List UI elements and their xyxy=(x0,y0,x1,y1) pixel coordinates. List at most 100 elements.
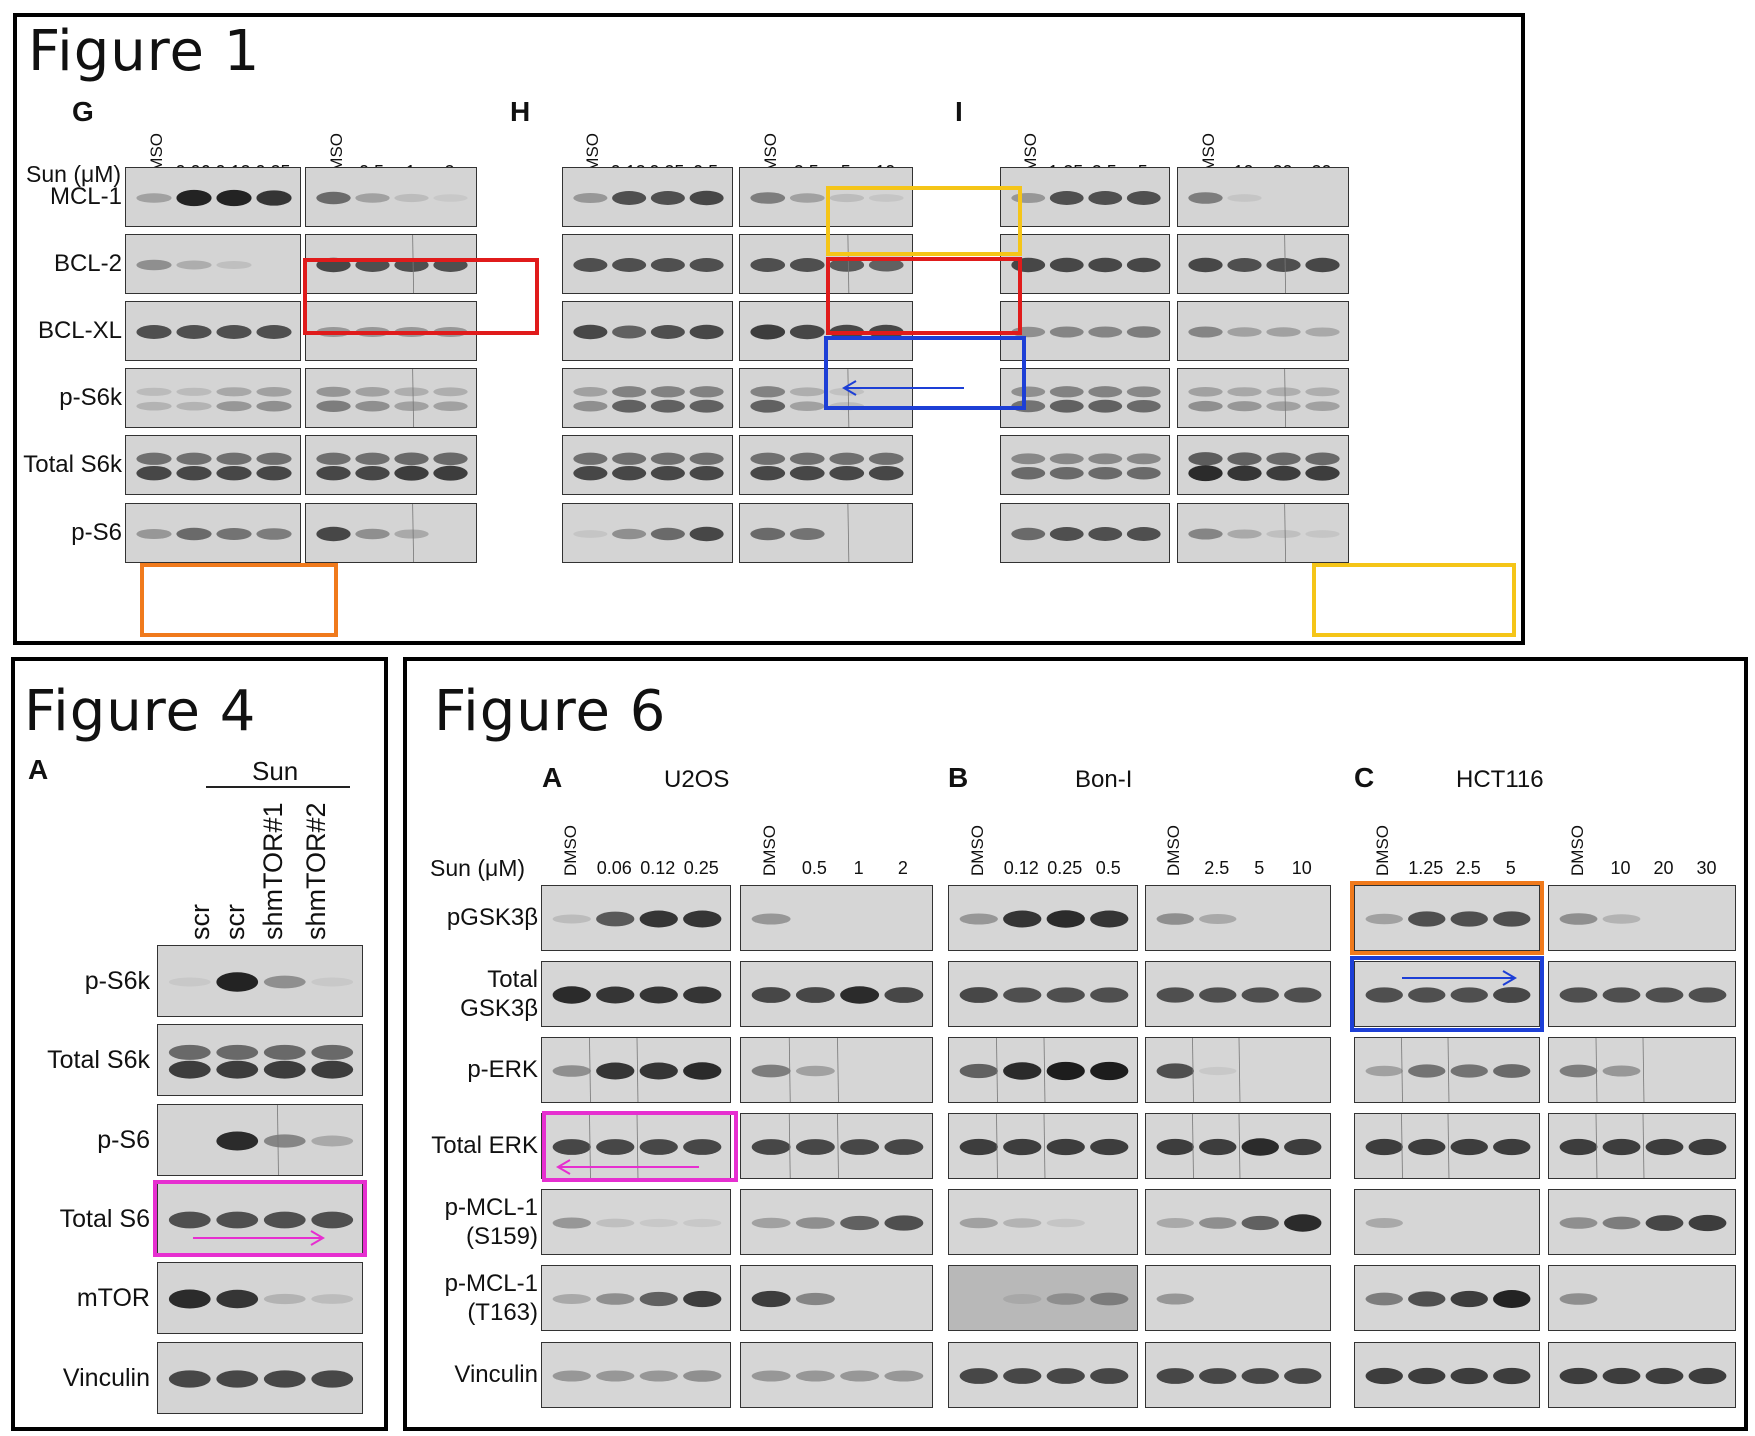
figure-6-dmso-label: DMSO xyxy=(760,825,780,876)
figure-4-row-label: p-S6k xyxy=(84,967,150,995)
band xyxy=(1199,1368,1237,1384)
band xyxy=(1011,257,1046,273)
band xyxy=(750,399,786,413)
band xyxy=(1493,1367,1531,1385)
figure-1-blot xyxy=(305,503,477,563)
figure-6-blot xyxy=(740,1113,933,1179)
band xyxy=(1266,401,1301,411)
figure-6-panel-letter: C xyxy=(1354,762,1375,793)
band xyxy=(1011,400,1046,413)
band xyxy=(1227,401,1262,412)
figure-4-lane-label: shmTOR#2 xyxy=(301,802,331,940)
band xyxy=(433,387,468,397)
band xyxy=(596,911,635,927)
figure-6-row-label: p-MCL-1 (S159) xyxy=(445,1193,538,1251)
band xyxy=(1559,913,1598,925)
band xyxy=(829,466,865,481)
band xyxy=(1688,1214,1727,1232)
figure-6-blot xyxy=(1548,961,1736,1027)
band xyxy=(596,1370,635,1382)
band xyxy=(1493,987,1531,1003)
figure-1-blot xyxy=(125,435,301,495)
band xyxy=(1559,1138,1598,1156)
band xyxy=(216,1370,259,1388)
band xyxy=(959,913,998,925)
band xyxy=(650,527,685,541)
band xyxy=(639,1370,678,1382)
band xyxy=(959,1063,998,1079)
band xyxy=(1493,911,1531,927)
band xyxy=(639,1291,678,1307)
band xyxy=(573,387,608,397)
band xyxy=(216,261,252,269)
band xyxy=(689,399,724,413)
band xyxy=(1126,386,1161,398)
band xyxy=(789,452,825,465)
figure-1-blot xyxy=(305,167,477,227)
band xyxy=(1126,453,1161,465)
figure-6-cell-line: HCT116 xyxy=(1456,766,1544,793)
figure-6-panel-letter: A xyxy=(542,762,563,793)
band xyxy=(683,986,722,1004)
figure-1-blot xyxy=(562,301,733,361)
band xyxy=(1305,401,1340,411)
figure-1-frame xyxy=(13,13,1525,645)
band xyxy=(1602,1138,1641,1156)
band xyxy=(1188,452,1223,466)
band xyxy=(868,452,904,465)
band xyxy=(1156,1368,1194,1384)
figure-1-blot xyxy=(739,301,913,361)
figure-6-row-label-line: p-MCL-1 xyxy=(444,1270,538,1297)
band xyxy=(751,913,791,925)
band xyxy=(683,1218,722,1228)
figure-4-lane-label: scr xyxy=(220,904,250,940)
band xyxy=(136,466,172,481)
figure-6-dose-value: 20 xyxy=(1653,858,1674,878)
figure-6-dose-value: 0.12 xyxy=(1003,858,1039,878)
band xyxy=(1450,987,1488,1003)
band xyxy=(1003,1218,1042,1228)
band xyxy=(612,466,647,481)
band xyxy=(1049,386,1084,398)
band xyxy=(1408,911,1446,927)
band xyxy=(1126,257,1161,273)
band xyxy=(1090,910,1129,928)
figure-6-blot xyxy=(1548,1189,1736,1255)
figure-6-blot xyxy=(541,1342,731,1408)
band xyxy=(552,1293,591,1305)
band xyxy=(1408,1138,1446,1156)
band xyxy=(689,386,724,398)
band xyxy=(316,326,351,338)
band xyxy=(1645,1367,1684,1385)
band xyxy=(1049,257,1084,273)
band xyxy=(959,987,998,1003)
band xyxy=(1450,1064,1488,1078)
band xyxy=(1126,527,1161,541)
figure-6-blot xyxy=(740,961,933,1027)
figure-6-blot xyxy=(541,1189,731,1255)
band xyxy=(650,452,685,465)
band xyxy=(751,1217,791,1229)
band xyxy=(639,986,678,1004)
figure-6-blot xyxy=(1145,961,1331,1027)
band xyxy=(1266,327,1301,337)
band xyxy=(1156,1063,1194,1079)
band xyxy=(176,325,212,339)
band xyxy=(639,1139,678,1155)
band xyxy=(1241,987,1279,1003)
band xyxy=(1493,1138,1531,1156)
band xyxy=(689,466,724,481)
band xyxy=(1088,466,1123,480)
figure-6-blot xyxy=(1354,1113,1540,1179)
band xyxy=(1003,1368,1042,1384)
band xyxy=(552,1370,591,1382)
figure-1-blot xyxy=(562,234,733,294)
band xyxy=(884,1215,924,1231)
figure-6-blot xyxy=(948,885,1138,951)
band xyxy=(1365,1367,1403,1385)
band xyxy=(1156,987,1194,1003)
figure-6-blot xyxy=(1548,1037,1736,1103)
figure-1-row-label: p-S6k xyxy=(59,384,122,411)
band xyxy=(868,194,904,202)
band xyxy=(683,1370,722,1382)
